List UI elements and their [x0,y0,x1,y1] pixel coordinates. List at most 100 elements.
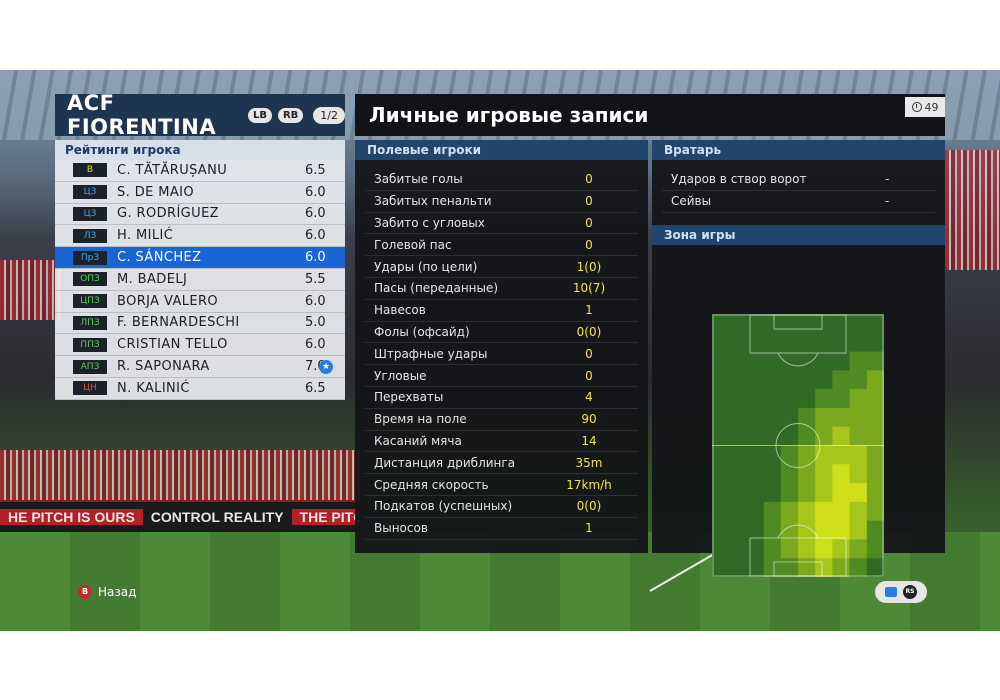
heatmap-cell [798,445,816,465]
heatmap-cell [763,483,782,503]
heatmap-cell [849,501,868,522]
heatmap-cell [849,426,868,446]
rb-button[interactable]: RB [277,107,304,123]
heatmap-cell [866,445,884,465]
heatmap-cell [763,389,782,409]
stat-value: 0 [585,237,593,252]
player-name: BORJA VALERO [117,293,219,309]
stat-value: 17km/h [566,477,612,492]
heatmap-cell [798,332,816,353]
heatmap-cell [849,520,868,540]
player-row[interactable]: ЛЗ H. MILIĆ 6.0 [55,225,345,248]
stats-list: Забитые голы 0 Забитых пенальти 0 Забито с у… [355,160,648,540]
stat-value: 0 [585,215,593,230]
heatmap-cell [866,332,884,353]
goalkeeper-panel: Вратарь Ударов в створ ворот - Сейвы - Зона… [652,140,945,577]
heatmap-cell [729,332,747,353]
player-name: S. DE MAIO [117,184,195,200]
lb-button[interactable]: LB [247,107,272,123]
player-rating: 5.5 [305,271,326,287]
heatmap-cell [780,558,799,577]
player-row[interactable]: ЦПЗ BORJA VALERO 6.0 [55,290,345,313]
stat-label: Угловые [374,368,427,383]
heatmap-cell [849,370,868,390]
player-name: H. MILIĆ [117,228,174,244]
team-header: ACF FIORENTINA LB RB 1/2 [55,91,345,139]
player-row[interactable]: ПрЗ C. SÁNCHEZ 6.0 [55,247,345,269]
stat-label: Перехваты [374,390,444,405]
heatmap-cell [746,407,765,428]
heatmap-cell [780,389,799,409]
records-title: Личные игровые записи [369,103,649,127]
ad-banner: HE PITCH IS OURS CONTROL REALITY THE PITCH… [0,500,360,534]
player-row[interactable]: ЦЗ G. RODRÍGUEZ 6.0 [55,203,345,226]
stat-row: Дистанция дриблинга 35m [365,452,638,475]
banner-text: HE PITCH IS OURS [0,509,143,525]
player-row[interactable]: В C. TĂTĂRUȘANU 6.5 [55,160,345,182]
stat-row: Подкатов (успешных) 0(0) [365,496,638,518]
stat-label: Средняя скорость [374,477,489,492]
heatmap-cell [832,501,851,522]
player-row[interactable]: АПЗ R. SAPONARA 7.0 ★ [55,356,345,378]
chat-icon [885,587,897,597]
heatmap-cell [746,370,765,390]
heatmap-cell [798,483,816,503]
stat-row: Угловые 0 [365,365,638,387]
heatmap-cell [712,483,730,503]
stat-row: Забитых пенальти 0 [365,191,638,213]
player-row[interactable]: ЦЗ S. DE MAIO 6.0 [55,181,345,204]
heatmap-cell [832,351,851,371]
heatmap-cell [729,539,747,559]
player-rating: 6.0 [305,337,326,353]
heatmap-cell [712,389,730,409]
stat-label: Касаний мяча [374,433,462,448]
stat-label: Забитых пенальти [374,194,492,209]
banner-text: CONTROL REALITY [150,509,284,525]
heatmap-cell [763,314,782,334]
player-name: M. BADELJ [117,271,188,287]
stat-label: Выносов [374,521,428,536]
heatmap-cell [832,445,851,465]
player-name: N. KALINIĆ [117,380,190,396]
heatmap-cell [815,332,833,353]
heatmap-cell [746,332,765,353]
heatmap-cell [712,539,730,559]
gk-stat-row: Сейвы - [662,191,935,213]
heatmap-cell [780,370,799,390]
b-button-icon: B [78,585,92,599]
heatmap-cell [832,370,851,390]
heatmap-cell [763,520,782,540]
heatmap-cell [712,332,730,353]
stat-row: Удары (по цели) 1(0) [365,256,638,278]
heatmap-cell [763,464,782,484]
heatmap-cell [712,558,730,577]
heatmap-cell [832,426,851,446]
records-panel: Личные игровые записи 49 Полевые игроки … [355,94,945,577]
heatmap-cell [815,464,833,484]
stat-row: Голевой пас 0 [365,234,638,257]
heatmap-cell [849,483,868,503]
player-row[interactable]: ЦН N. KALINIĆ 6.5 [55,377,345,400]
heatmap-cell [763,351,782,371]
player-row[interactable]: ОПЗ M. BADELJ 5.5 [55,268,345,291]
gk-stat-row: Ударов в створ ворот - [662,169,935,191]
stat-row: Фолы (офсайд) 0(0) [365,322,638,344]
stat-label: Фолы (офсайд) [374,324,470,339]
banner-text: THE PITCH IS OURS [291,509,360,525]
back-control[interactable]: B Назад [78,585,136,599]
heatmap-cell [746,539,765,559]
heatmap-cell [832,520,851,540]
heatmap-cell [798,351,816,371]
player-row[interactable]: ЛПЗ F. BERNARDESCHI 5.0 [55,312,345,335]
position-badge: ЛПЗ [73,315,107,330]
player-name: C. SÁNCHEZ [117,250,202,266]
player-row[interactable]: ППЗ CRISTIAN TELLO 6.0 [55,334,345,357]
heatmap-cell [849,351,868,371]
stat-label: Навесов [374,303,426,318]
heatmap-cell [712,501,730,522]
controls-pill[interactable]: RS [875,581,927,603]
heatmap-cell [712,351,730,371]
heatmap-cell [763,501,782,522]
position-badge: ЦПЗ [73,294,107,309]
heatmap-cell [729,520,747,540]
